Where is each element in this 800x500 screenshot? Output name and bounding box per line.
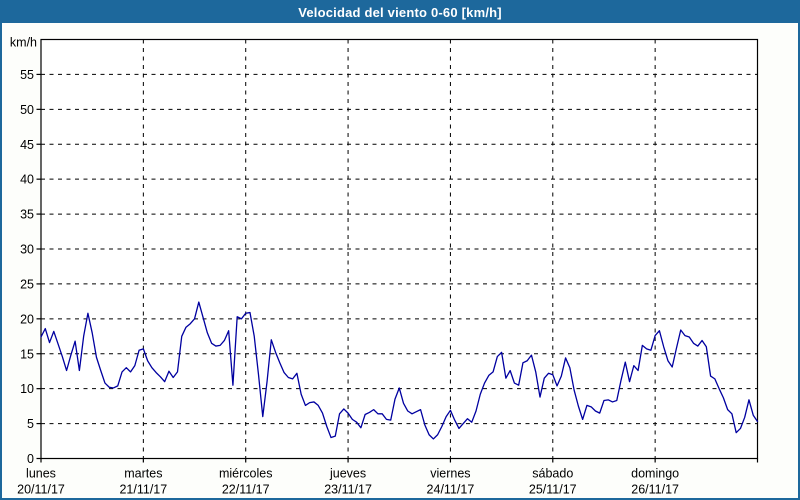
x-day-label: domingo bbox=[631, 467, 679, 481]
x-date-label: 26/11/17 bbox=[631, 483, 679, 497]
y-tick-label: 30 bbox=[20, 243, 34, 257]
y-tick-label: 10 bbox=[20, 382, 34, 396]
x-date-label: 22/11/17 bbox=[222, 483, 270, 497]
y-tick-label: 35 bbox=[20, 208, 34, 222]
chart-title-bar: Velocidad del viento 0-60 [km/h] bbox=[2, 2, 798, 23]
x-date-label: 21/11/17 bbox=[119, 483, 167, 497]
x-day-label: lunes bbox=[26, 467, 56, 481]
y-tick-label: 5 bbox=[27, 417, 34, 431]
x-day-label: martes bbox=[124, 467, 162, 481]
x-date-label: 23/11/17 bbox=[324, 483, 372, 497]
y-tick-label: 50 bbox=[20, 103, 34, 117]
x-day-label: viernes bbox=[430, 467, 470, 481]
y-tick-label: 20 bbox=[20, 312, 34, 326]
x-date-label: 24/11/17 bbox=[427, 483, 475, 497]
x-day-label: miércoles bbox=[219, 467, 273, 481]
y-axis-unit-label: km/h bbox=[10, 36, 37, 50]
y-tick-label: 15 bbox=[20, 347, 34, 361]
y-tick-label: 40 bbox=[20, 173, 34, 187]
y-tick-label: 55 bbox=[20, 68, 34, 82]
x-day-label: sábado bbox=[532, 467, 573, 481]
x-date-label: 25/11/17 bbox=[529, 483, 577, 497]
chart-title: Velocidad del viento 0-60 [km/h] bbox=[298, 5, 502, 20]
wind-speed-line bbox=[40, 301, 759, 440]
x-date-label: 20/11/17 bbox=[17, 483, 65, 497]
x-day-label: jueves bbox=[329, 467, 366, 481]
y-tick-label: 25 bbox=[20, 277, 34, 291]
y-tick-label: 45 bbox=[20, 138, 34, 152]
y-tick-label: 0 bbox=[27, 452, 34, 466]
